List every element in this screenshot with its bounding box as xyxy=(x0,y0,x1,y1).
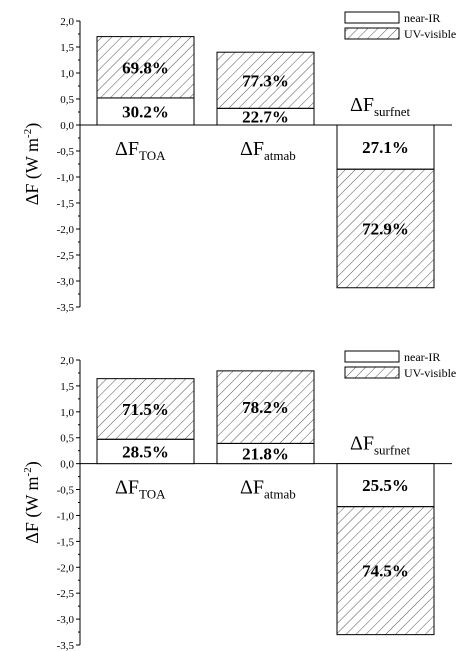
y-tick-label: -1,5 xyxy=(57,536,75,548)
uv-visible-percent-label: 77.3% xyxy=(242,71,289,90)
y-axis-label: ΔF (W m-2) xyxy=(22,461,43,543)
y-tick-label: -3,5 xyxy=(57,302,75,314)
category-label: ΔFTOA xyxy=(115,477,166,502)
legend-label: UV-visible xyxy=(404,366,456,380)
near-ir-percent-label: 27.1% xyxy=(362,138,409,157)
y-axis-label: ΔF (W m-2) xyxy=(22,123,43,205)
y-tick-label: -2,0 xyxy=(57,562,75,574)
y-tick-label: 0,5 xyxy=(60,94,74,106)
category-label: ΔFsurfnet xyxy=(350,433,410,458)
category-label: ΔFTOA xyxy=(115,138,166,163)
y-tick-label: -2,5 xyxy=(57,588,75,600)
uv-visible-bar xyxy=(96,378,195,440)
uv-visible-bar xyxy=(96,36,195,99)
y-tick-label: 0,0 xyxy=(60,120,74,132)
chart-panel-top: 2,0 1,5 1,0 0,5 0,0 -0,5 -1,0 -1,5 -2,0 -2,5 -3,0 -… xyxy=(22,11,456,314)
legend-swatch-uv-visible xyxy=(344,27,400,40)
y-tick-label: 1,5 xyxy=(60,42,74,54)
y-tick-label: -2,5 xyxy=(57,250,75,262)
uv-visible-bar xyxy=(336,168,435,289)
uv-visible-percent-label: 78.2% xyxy=(242,398,289,417)
legend-swatch-uv-visible xyxy=(344,366,400,379)
chart-panel-bottom: 2,0 1,5 1,0 0,5 0,0 -0,5 -1,0 -1,5 -2,0 -2,5 -3,0 -… xyxy=(22,350,456,651)
uv-visible-percent-label: 72.9% xyxy=(362,219,409,238)
y-tick-label: 2,0 xyxy=(60,355,74,367)
y-tick-label: 2,0 xyxy=(60,16,74,28)
y-tick-label: -1,0 xyxy=(57,510,75,522)
y-tick-label: 0,0 xyxy=(60,459,74,471)
y-tick-label: -1,0 xyxy=(57,172,75,184)
y-tick-label: 1,0 xyxy=(60,407,74,419)
uv-visible-bar xyxy=(216,51,315,109)
uv-visible-percent-label: 69.8% xyxy=(122,58,169,77)
legend-swatch-near-ir xyxy=(344,11,400,24)
near-ir-percent-label: 28.5% xyxy=(122,442,169,461)
near-ir-bar xyxy=(96,438,195,465)
category-label: ΔFatmab xyxy=(240,138,296,163)
y-tick-label: 0,5 xyxy=(60,433,74,445)
category-label: ΔFsurfnet xyxy=(350,94,410,119)
uv-visible-bar xyxy=(216,370,315,444)
y-tick-label: -3,0 xyxy=(57,276,75,288)
legend-label: near-IR xyxy=(404,350,440,364)
y-tick-label: -1,5 xyxy=(57,198,75,210)
near-ir-percent-label: 30.2% xyxy=(122,102,169,121)
near-ir-percent-label: 22.7% xyxy=(242,108,289,127)
y-tick-label: 1,0 xyxy=(60,68,74,80)
category-label: ΔFatmab xyxy=(240,477,296,502)
uv-visible-percent-label: 71.5% xyxy=(122,400,169,419)
near-ir-percent-label: 25.5% xyxy=(362,476,409,495)
near-ir-percent-label: 21.8% xyxy=(242,445,289,464)
legend-swatch-near-ir xyxy=(344,350,400,363)
legend-label: UV-visible xyxy=(404,27,456,41)
uv-visible-percent-label: 74.5% xyxy=(362,562,409,581)
y-tick-label: -2,0 xyxy=(57,224,75,236)
y-tick-label: -0,5 xyxy=(57,485,75,497)
legend-label: near-IR xyxy=(404,11,440,25)
y-tick-label: -3,5 xyxy=(57,640,75,651)
uv-visible-bar xyxy=(336,506,435,636)
y-tick-label: -0,5 xyxy=(57,146,75,158)
near-ir-bar xyxy=(336,124,435,170)
y-tick-label: -3,0 xyxy=(57,614,75,626)
y-tick-label: 1,5 xyxy=(60,381,74,393)
